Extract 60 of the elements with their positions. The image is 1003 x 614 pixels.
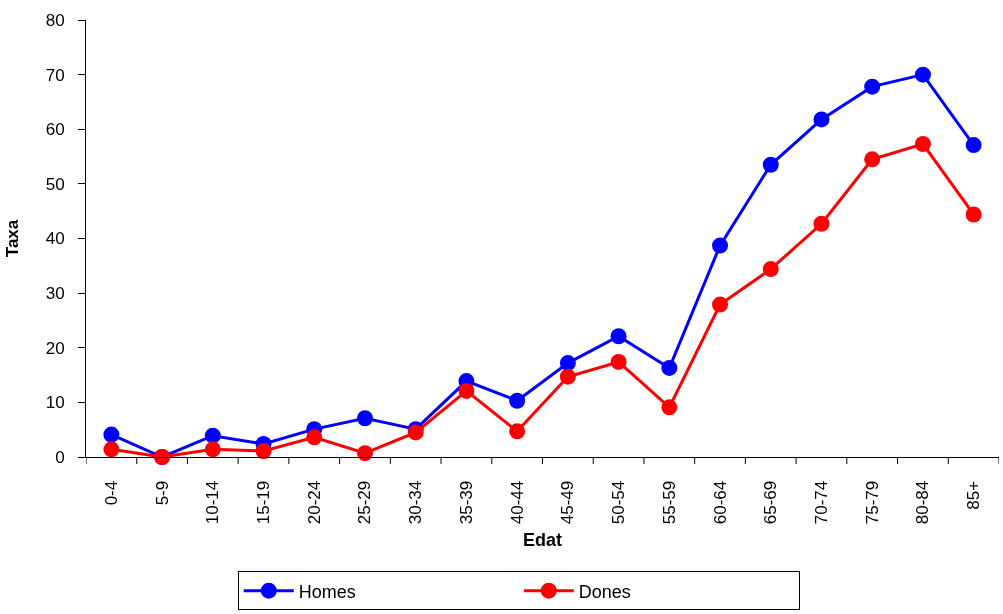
x-tick-label: 60-64 (710, 480, 730, 525)
point (965, 137, 982, 154)
point (712, 237, 729, 254)
point (306, 429, 323, 446)
point (712, 296, 729, 313)
point (864, 151, 881, 168)
x-tick-label: 25-29 (355, 480, 375, 525)
y-tick-label: 20 (45, 338, 65, 358)
x-tick-label: 45-49 (558, 480, 578, 525)
x-tick-label: 55-59 (659, 480, 679, 525)
point (356, 445, 373, 462)
point (610, 353, 627, 370)
point (559, 355, 576, 372)
x-tick-label: 35-39 (456, 480, 476, 525)
point (103, 426, 120, 443)
x-tick-label: 10-14 (203, 480, 223, 525)
point (204, 441, 221, 458)
y-tick-label: 30 (45, 284, 65, 304)
point (914, 136, 931, 152)
x-tick-label: 40-44 (507, 480, 527, 525)
y-tick-label: 60 (45, 120, 65, 140)
point (610, 328, 627, 345)
x-tick-label: 75-79 (862, 480, 882, 525)
point (255, 442, 272, 459)
point (914, 66, 931, 83)
x-tick-label: 85+ (964, 480, 984, 510)
point (661, 399, 678, 416)
legend-label: Dones (578, 581, 631, 602)
x-tick-label: 50-54 (609, 480, 629, 525)
x-tick-label: 80-84 (913, 480, 933, 525)
point (661, 359, 678, 376)
point (813, 111, 830, 128)
point (509, 392, 526, 409)
point (762, 261, 779, 278)
x-tick-label: 0-4 (101, 480, 121, 506)
x-tick-label: 65-69 (761, 480, 781, 525)
y-tick-label: 0 (55, 447, 65, 467)
point (356, 410, 373, 427)
point (509, 423, 526, 440)
point (864, 78, 881, 95)
x-tick-label: 5-9 (152, 480, 172, 506)
legend-label: Homes (298, 581, 356, 602)
x-tick-label: 15-19 (254, 480, 274, 525)
point (965, 206, 982, 223)
point (103, 441, 120, 458)
y-tick-label: 70 (45, 65, 65, 85)
point (559, 368, 576, 385)
x-tick-label: 30-34 (406, 480, 426, 525)
x-tick-label: 20-24 (304, 480, 324, 525)
point (458, 382, 475, 399)
y-tick-label: 10 (45, 393, 65, 413)
y-tick-label: 40 (45, 229, 65, 249)
y-axis-title: Taxa (3, 219, 23, 258)
y-tick-label: 50 (45, 174, 65, 194)
x-axis-title: Edat (522, 530, 563, 551)
point (204, 427, 221, 444)
y-tick-label: 80 (45, 10, 65, 30)
point (813, 215, 830, 232)
x-tick-label: 70-74 (811, 480, 831, 525)
point (762, 156, 779, 173)
